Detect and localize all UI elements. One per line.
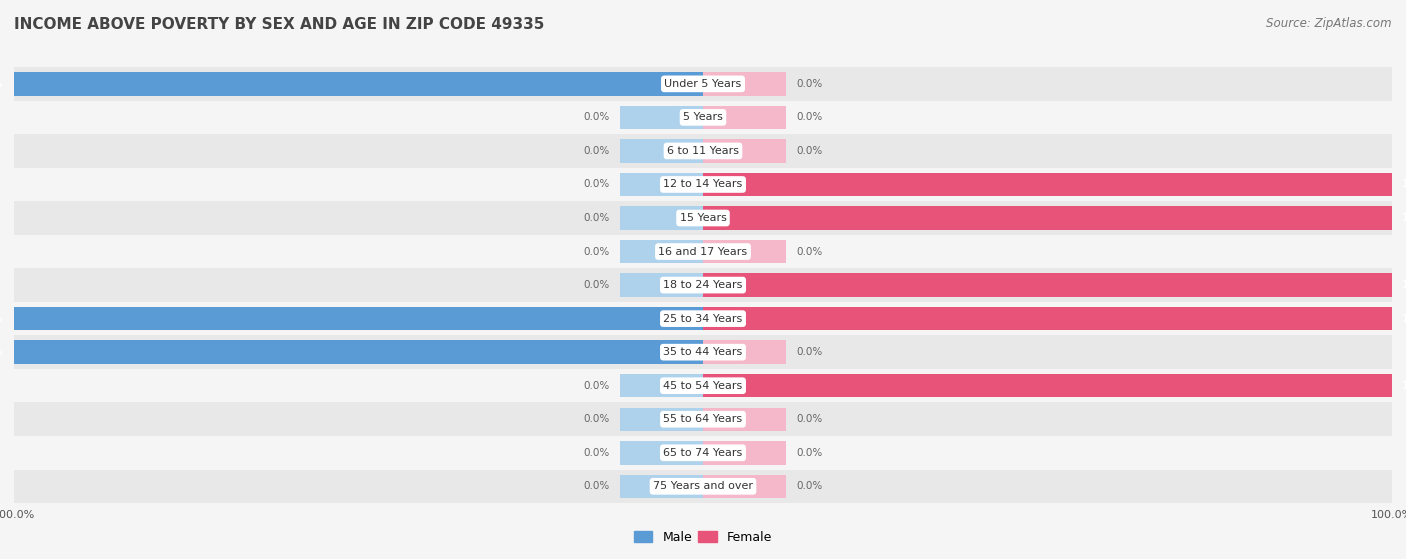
Bar bbox=[703, 139, 786, 163]
Bar bbox=[14, 436, 1392, 470]
Bar bbox=[14, 235, 1392, 268]
Text: 0.0%: 0.0% bbox=[583, 247, 610, 257]
Bar bbox=[14, 302, 1392, 335]
Text: 100.0%: 100.0% bbox=[1402, 213, 1406, 223]
Bar bbox=[620, 273, 703, 297]
Bar bbox=[703, 106, 786, 129]
Bar bbox=[14, 470, 1392, 503]
Bar bbox=[703, 173, 1392, 196]
Bar bbox=[14, 369, 1392, 402]
Text: 0.0%: 0.0% bbox=[583, 448, 610, 458]
Bar bbox=[620, 173, 703, 196]
Bar bbox=[620, 475, 703, 498]
Text: 16 and 17 Years: 16 and 17 Years bbox=[658, 247, 748, 257]
Bar bbox=[14, 268, 1392, 302]
Text: 35 to 44 Years: 35 to 44 Years bbox=[664, 347, 742, 357]
Bar bbox=[14, 168, 1392, 201]
Text: 100.0%: 100.0% bbox=[0, 314, 4, 324]
Bar bbox=[14, 335, 1392, 369]
Bar bbox=[620, 408, 703, 431]
Text: 55 to 64 Years: 55 to 64 Years bbox=[664, 414, 742, 424]
Bar bbox=[703, 441, 786, 465]
Text: 100.0%: 100.0% bbox=[0, 79, 4, 89]
Text: 0.0%: 0.0% bbox=[796, 481, 823, 491]
Text: INCOME ABOVE POVERTY BY SEX AND AGE IN ZIP CODE 49335: INCOME ABOVE POVERTY BY SEX AND AGE IN Z… bbox=[14, 17, 544, 32]
Bar bbox=[14, 67, 1392, 101]
Text: 0.0%: 0.0% bbox=[583, 280, 610, 290]
Text: 100.0%: 100.0% bbox=[0, 347, 4, 357]
Bar bbox=[703, 206, 1392, 230]
Bar bbox=[620, 441, 703, 465]
Bar bbox=[703, 475, 786, 498]
Bar bbox=[703, 72, 786, 96]
Bar bbox=[620, 240, 703, 263]
Bar bbox=[14, 101, 1392, 134]
Text: 0.0%: 0.0% bbox=[583, 381, 610, 391]
Bar bbox=[14, 201, 1392, 235]
Bar bbox=[703, 273, 1392, 297]
Bar bbox=[620, 139, 703, 163]
Text: 100.0%: 100.0% bbox=[1402, 179, 1406, 190]
Bar bbox=[620, 106, 703, 129]
Text: 0.0%: 0.0% bbox=[583, 179, 610, 190]
Bar bbox=[703, 374, 1392, 397]
Text: 45 to 54 Years: 45 to 54 Years bbox=[664, 381, 742, 391]
Bar bbox=[703, 240, 786, 263]
Text: 0.0%: 0.0% bbox=[796, 247, 823, 257]
Text: 25 to 34 Years: 25 to 34 Years bbox=[664, 314, 742, 324]
Bar bbox=[703, 408, 786, 431]
Bar bbox=[703, 307, 1392, 330]
Text: 0.0%: 0.0% bbox=[796, 414, 823, 424]
Text: 0.0%: 0.0% bbox=[583, 146, 610, 156]
Bar bbox=[620, 206, 703, 230]
Text: 5 Years: 5 Years bbox=[683, 112, 723, 122]
Text: Under 5 Years: Under 5 Years bbox=[665, 79, 741, 89]
Bar bbox=[14, 134, 1392, 168]
Text: 100.0%: 100.0% bbox=[1402, 314, 1406, 324]
Text: 0.0%: 0.0% bbox=[796, 146, 823, 156]
Bar bbox=[14, 72, 703, 96]
Text: 0.0%: 0.0% bbox=[583, 112, 610, 122]
Text: 15 Years: 15 Years bbox=[679, 213, 727, 223]
Text: 0.0%: 0.0% bbox=[796, 347, 823, 357]
Text: 0.0%: 0.0% bbox=[796, 79, 823, 89]
Text: 100.0%: 100.0% bbox=[1402, 381, 1406, 391]
Text: 100.0%: 100.0% bbox=[1402, 280, 1406, 290]
Text: 0.0%: 0.0% bbox=[583, 481, 610, 491]
Bar bbox=[703, 340, 786, 364]
Text: 0.0%: 0.0% bbox=[796, 448, 823, 458]
Bar bbox=[14, 307, 703, 330]
Bar bbox=[14, 402, 1392, 436]
Text: 12 to 14 Years: 12 to 14 Years bbox=[664, 179, 742, 190]
Text: Source: ZipAtlas.com: Source: ZipAtlas.com bbox=[1267, 17, 1392, 30]
Bar bbox=[620, 374, 703, 397]
Text: 75 Years and over: 75 Years and over bbox=[652, 481, 754, 491]
Legend: Male, Female: Male, Female bbox=[628, 526, 778, 549]
Text: 0.0%: 0.0% bbox=[583, 414, 610, 424]
Text: 6 to 11 Years: 6 to 11 Years bbox=[666, 146, 740, 156]
Text: 65 to 74 Years: 65 to 74 Years bbox=[664, 448, 742, 458]
Text: 18 to 24 Years: 18 to 24 Years bbox=[664, 280, 742, 290]
Text: 0.0%: 0.0% bbox=[583, 213, 610, 223]
Text: 0.0%: 0.0% bbox=[796, 112, 823, 122]
Bar bbox=[14, 340, 703, 364]
